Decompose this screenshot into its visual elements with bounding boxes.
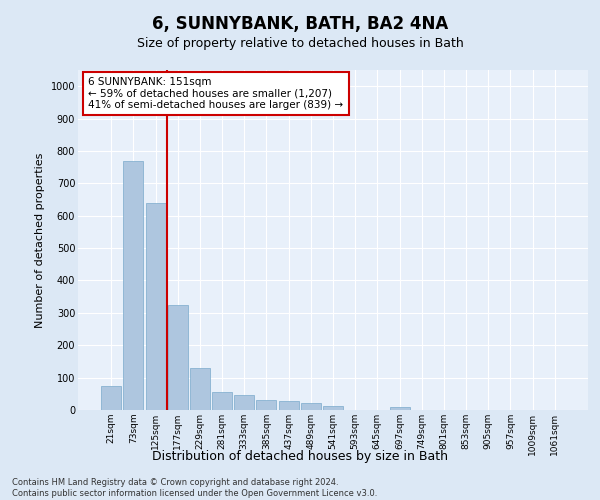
Y-axis label: Number of detached properties: Number of detached properties <box>35 152 45 328</box>
Bar <box>124 160 143 410</box>
Bar <box>146 203 166 410</box>
Bar <box>101 386 121 410</box>
Bar <box>168 305 188 410</box>
Text: Size of property relative to detached houses in Bath: Size of property relative to detached ho… <box>137 38 463 51</box>
Bar <box>212 392 232 410</box>
Bar <box>190 368 210 410</box>
Text: 6 SUNNYBANK: 151sqm
← 59% of detached houses are smaller (1,207)
41% of semi-det: 6 SUNNYBANK: 151sqm ← 59% of detached ho… <box>88 77 343 110</box>
Text: Distribution of detached houses by size in Bath: Distribution of detached houses by size … <box>152 450 448 463</box>
Bar <box>389 407 410 410</box>
Bar <box>323 406 343 410</box>
Text: Contains HM Land Registry data © Crown copyright and database right 2024.
Contai: Contains HM Land Registry data © Crown c… <box>12 478 377 498</box>
Bar <box>278 401 299 410</box>
Bar <box>301 403 321 410</box>
Bar <box>234 396 254 410</box>
Text: 6, SUNNYBANK, BATH, BA2 4NA: 6, SUNNYBANK, BATH, BA2 4NA <box>152 15 448 33</box>
Bar <box>256 400 277 410</box>
